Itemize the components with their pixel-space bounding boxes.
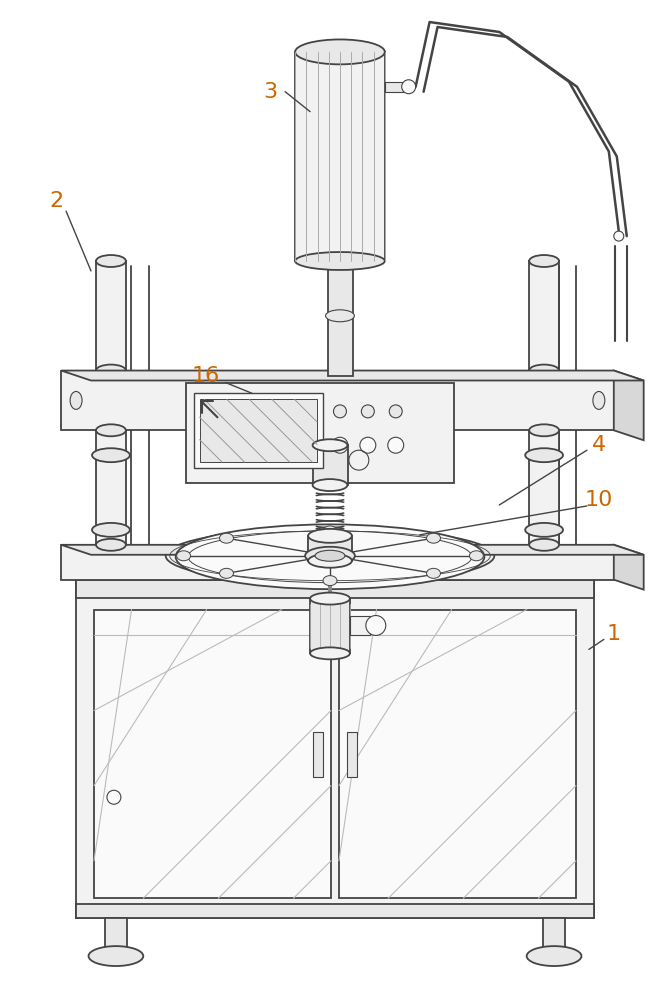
Ellipse shape — [96, 255, 126, 267]
Bar — [347, 732, 357, 777]
Bar — [295, 52, 385, 261]
Ellipse shape — [107, 790, 121, 804]
Ellipse shape — [529, 255, 559, 267]
Bar — [76, 580, 594, 598]
Bar — [94, 610, 331, 898]
Bar — [76, 904, 594, 918]
Ellipse shape — [402, 80, 416, 94]
Ellipse shape — [313, 439, 348, 451]
Text: 10: 10 — [585, 490, 613, 510]
Ellipse shape — [323, 576, 337, 586]
Bar — [543, 918, 565, 953]
Bar — [105, 918, 127, 953]
Ellipse shape — [310, 647, 350, 659]
Bar — [96, 430, 126, 545]
Bar — [313, 445, 348, 485]
Text: 16: 16 — [192, 366, 219, 386]
Ellipse shape — [92, 523, 130, 537]
Ellipse shape — [366, 616, 386, 635]
Ellipse shape — [295, 39, 385, 64]
Ellipse shape — [593, 391, 605, 409]
Ellipse shape — [219, 568, 233, 578]
Ellipse shape — [614, 231, 624, 241]
Bar — [328, 261, 353, 376]
Ellipse shape — [96, 539, 126, 551]
Text: 4: 4 — [592, 435, 606, 455]
Ellipse shape — [305, 547, 355, 565]
Text: 1: 1 — [607, 624, 621, 644]
Bar — [194, 393, 323, 468]
Ellipse shape — [96, 424, 126, 436]
Bar — [385, 82, 403, 92]
Ellipse shape — [362, 405, 374, 418]
Ellipse shape — [389, 405, 402, 418]
Ellipse shape — [295, 252, 385, 270]
Ellipse shape — [92, 448, 130, 462]
Ellipse shape — [176, 524, 485, 589]
Bar — [339, 610, 576, 898]
Polygon shape — [614, 545, 644, 590]
Ellipse shape — [529, 365, 559, 377]
Bar — [61, 545, 614, 580]
Bar — [96, 261, 126, 371]
Bar — [350, 616, 370, 635]
Ellipse shape — [219, 533, 233, 543]
Ellipse shape — [469, 551, 483, 561]
Ellipse shape — [166, 528, 494, 584]
Ellipse shape — [325, 310, 354, 322]
Ellipse shape — [525, 523, 563, 537]
Ellipse shape — [315, 550, 345, 561]
Ellipse shape — [96, 365, 126, 377]
Polygon shape — [61, 371, 644, 381]
Ellipse shape — [529, 539, 559, 551]
Ellipse shape — [525, 448, 563, 462]
Ellipse shape — [70, 391, 82, 409]
Text: 2: 2 — [49, 191, 63, 211]
Polygon shape — [614, 371, 644, 440]
Polygon shape — [61, 545, 644, 555]
Ellipse shape — [529, 424, 559, 436]
Ellipse shape — [527, 946, 582, 966]
Ellipse shape — [323, 526, 337, 536]
Ellipse shape — [334, 405, 346, 418]
Ellipse shape — [426, 568, 440, 578]
Ellipse shape — [176, 551, 190, 561]
Ellipse shape — [89, 946, 143, 966]
Ellipse shape — [308, 529, 352, 543]
Ellipse shape — [310, 593, 350, 605]
Ellipse shape — [360, 437, 376, 453]
Ellipse shape — [313, 479, 348, 491]
Bar — [308, 536, 352, 561]
Bar — [310, 599, 350, 653]
Ellipse shape — [332, 437, 348, 453]
Bar — [529, 430, 559, 545]
Bar — [186, 383, 455, 483]
Ellipse shape — [388, 437, 404, 453]
Bar — [529, 261, 559, 371]
Bar — [61, 371, 614, 430]
Bar — [76, 580, 594, 918]
Ellipse shape — [426, 533, 440, 543]
Text: 3: 3 — [263, 82, 278, 102]
Ellipse shape — [308, 554, 352, 568]
Bar — [200, 399, 317, 462]
Bar — [313, 732, 323, 777]
